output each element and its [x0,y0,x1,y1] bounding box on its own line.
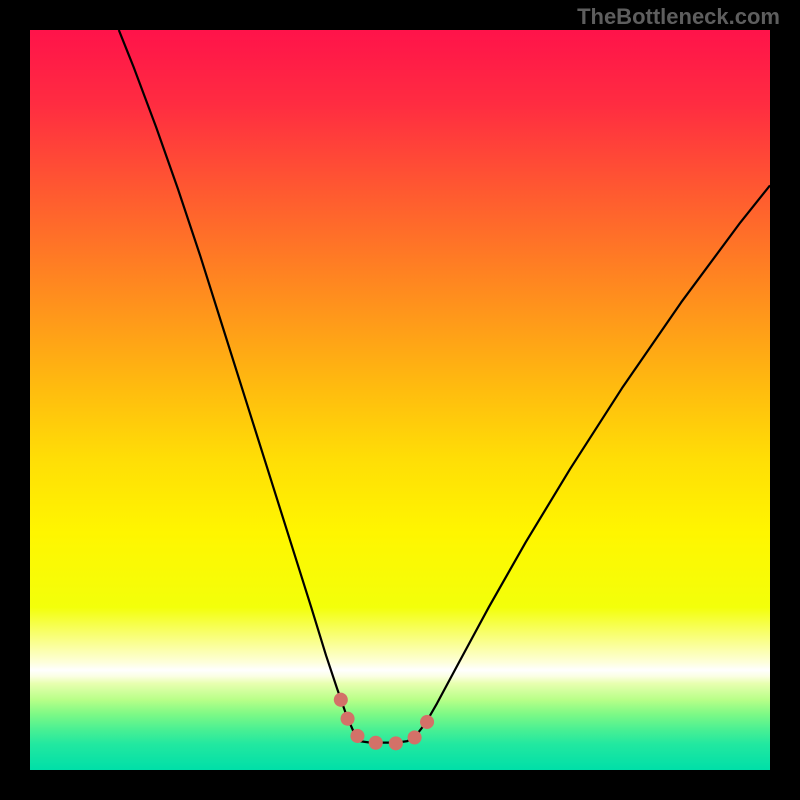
gradient-background [30,30,770,770]
attribution-text: TheBottleneck.com [577,4,780,30]
chart-svg [30,30,770,770]
chart-outer: TheBottleneck.com [0,0,800,800]
plot-area [30,30,770,770]
